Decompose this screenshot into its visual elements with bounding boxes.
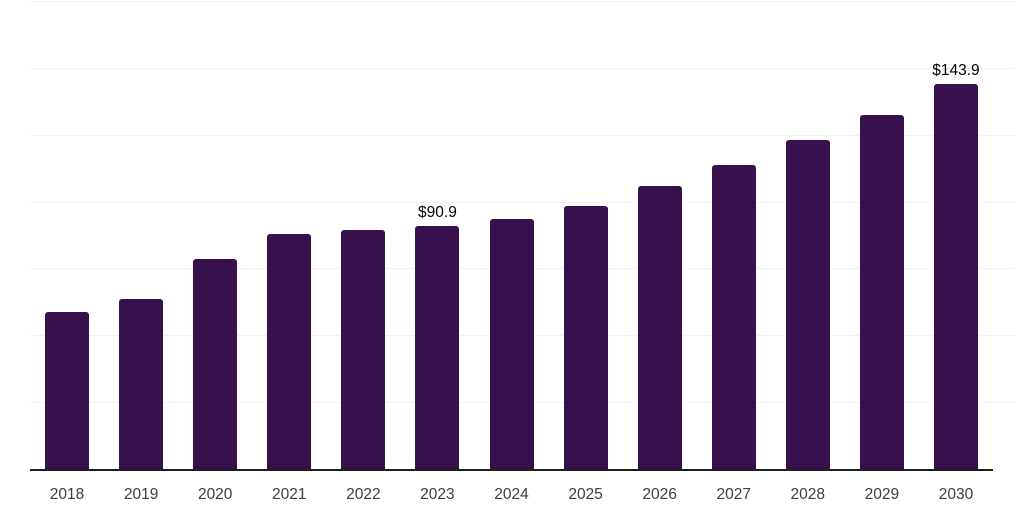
x-tick-label-2018: 2018 [49,486,85,503]
x-tick-label-2027: 2027 [716,486,751,503]
x-tick-label-2020: 2020 [197,486,233,503]
bar-2022 [341,229,386,469]
x-tick-label-2029: 2029 [864,486,900,503]
x-tick-label-2022: 2022 [346,486,381,503]
x-tick-label-2021: 2021 [272,486,307,503]
x-tick-label-2025: 2025 [568,486,603,503]
bar-2024 [489,218,534,469]
bar-2027 [711,164,756,469]
gridline-175 [30,1,1015,2]
x-tick-label-2019: 2019 [123,486,159,503]
bar-2018 [45,311,90,469]
x-tick-label-2030: 2030 [938,486,974,503]
bar-2026 [637,185,682,469]
data-label-2030: $143.9 [932,62,980,80]
bar-2019 [119,299,164,469]
bar-2025 [563,205,608,469]
bar-2030 [933,84,978,469]
x-tick-label-2024: 2024 [494,486,529,503]
gridline-100 [30,201,1015,203]
bar-2023 [415,225,460,469]
x-tick-label-2028: 2028 [790,486,826,503]
bar-2028 [785,140,830,469]
bar-2020 [193,258,238,469]
bar-2021 [267,233,312,469]
x-axis-line [30,469,993,471]
gridline-150 [30,67,1015,69]
x-tick-label-2026: 2026 [642,486,677,503]
x-tick-label-2023: 2023 [420,486,455,503]
gridline-125 [30,134,1015,136]
bar-2029 [859,115,904,469]
data-label-2023: $90.9 [418,203,457,221]
